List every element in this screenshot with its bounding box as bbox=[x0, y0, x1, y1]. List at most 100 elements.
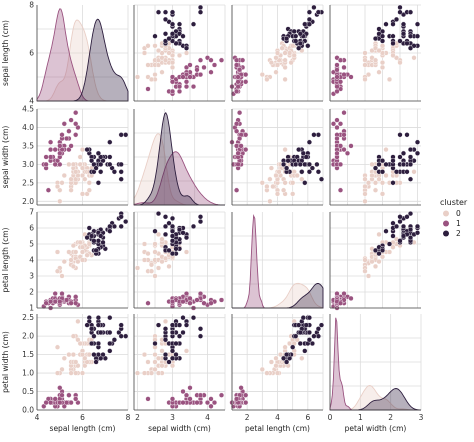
scatter-point-cluster-0 bbox=[152, 352, 158, 358]
scatter-point-cluster-2 bbox=[306, 329, 313, 336]
scatter-point-cluster-1 bbox=[334, 83, 340, 90]
scatter-point-cluster-2 bbox=[118, 223, 124, 230]
y-tick-label: 4.0 bbox=[22, 123, 34, 132]
scatter-point-cluster-2 bbox=[315, 9, 322, 15]
scatter-point-cluster-2 bbox=[152, 340, 158, 347]
scatter-point-cluster-2 bbox=[372, 247, 379, 254]
scatter-point-cluster-2 bbox=[95, 322, 102, 328]
scatter-point-cluster-1 bbox=[348, 295, 354, 302]
scatter-point-cluster-2 bbox=[296, 322, 302, 328]
legend-label: 1 bbox=[456, 219, 461, 228]
scatter-point-cluster-2 bbox=[169, 31, 176, 37]
scatter-point-cluster-1 bbox=[54, 158, 61, 164]
scatter-point-cluster-1 bbox=[234, 121, 240, 127]
scatter-point-cluster-1 bbox=[47, 154, 54, 160]
scatter-point-cluster-2 bbox=[100, 158, 106, 164]
scatter-point-cluster-1 bbox=[234, 187, 240, 193]
scatter-point-cluster-0 bbox=[66, 352, 72, 358]
scatter-point-cluster-0 bbox=[288, 59, 294, 66]
scatter-point-cluster-0 bbox=[155, 231, 162, 238]
scatter-point-cluster-1 bbox=[341, 110, 347, 116]
scatter-point-cluster-0 bbox=[273, 69, 279, 75]
scatter-point-cluster-1 bbox=[234, 57, 240, 63]
scatter-point-cluster-0 bbox=[282, 64, 288, 71]
scatter-point-cluster-2 bbox=[118, 214, 124, 220]
scatter-point-cluster-1 bbox=[52, 396, 58, 402]
scatter-point-cluster-2 bbox=[414, 150, 421, 156]
scatter-point-cluster-2 bbox=[169, 355, 176, 361]
scatter-point-cluster-1 bbox=[61, 121, 67, 127]
scatter-point-cluster-1 bbox=[43, 400, 49, 406]
scatter-point-cluster-2 bbox=[407, 176, 414, 182]
scatter-point-cluster-1 bbox=[235, 161, 241, 168]
x-tick-label: 0 bbox=[328, 413, 333, 422]
scatter-point-cluster-1 bbox=[208, 396, 214, 402]
scatter-point-cluster-1 bbox=[197, 57, 204, 63]
scatter-point-cluster-0 bbox=[379, 180, 386, 186]
scatter-point-cluster-2 bbox=[400, 31, 407, 37]
scatter-point-cluster-0 bbox=[264, 183, 270, 190]
scatter-point-cluster-2 bbox=[88, 326, 95, 332]
scatter-point-cluster-1 bbox=[47, 400, 54, 406]
scatter-point-cluster-2 bbox=[173, 352, 179, 358]
y-tick-label: 6 bbox=[29, 224, 34, 233]
scatter-point-cluster-2 bbox=[197, 4, 204, 11]
scatter-point-cluster-0 bbox=[141, 352, 148, 358]
scatter-point-cluster-0 bbox=[362, 76, 368, 83]
scatter-point-cluster-2 bbox=[407, 33, 414, 39]
panel-sepal-length-vs-petal-width bbox=[329, 4, 421, 102]
scatter-point-cluster-1 bbox=[243, 71, 249, 78]
scatter-point-cluster-2 bbox=[111, 169, 118, 175]
y-tick-label: 2.5 bbox=[22, 313, 34, 322]
scatter-point-cluster-0 bbox=[54, 344, 61, 350]
scatter-point-cluster-1 bbox=[47, 299, 54, 305]
y-tick-label: 4.5 bbox=[22, 105, 34, 114]
legend-marker-cluster-1 bbox=[443, 220, 449, 227]
scatter-point-cluster-0 bbox=[79, 191, 86, 197]
scatter-point-cluster-2 bbox=[98, 355, 104, 361]
scatter-point-cluster-2 bbox=[306, 337, 313, 343]
scatter-point-cluster-1 bbox=[59, 392, 65, 398]
scatter-point-cluster-1 bbox=[337, 143, 344, 149]
scatter-point-cluster-0 bbox=[152, 71, 158, 78]
y-axis-label: petal width (cm) bbox=[1, 331, 10, 393]
scatter-point-cluster-2 bbox=[169, 329, 176, 336]
scatter-point-cluster-2 bbox=[407, 45, 414, 51]
scatter-point-cluster-0 bbox=[159, 236, 165, 242]
scatter-point-cluster-2 bbox=[169, 348, 176, 354]
scatter-point-cluster-0 bbox=[73, 370, 79, 376]
scatter-point-cluster-0 bbox=[75, 259, 81, 265]
scatter-point-cluster-0 bbox=[362, 183, 368, 190]
scatter-point-cluster-1 bbox=[237, 67, 243, 73]
scatter-point-cluster-2 bbox=[95, 238, 102, 244]
y-axis-label: sepal width (cm) bbox=[1, 126, 10, 189]
scatter-point-cluster-2 bbox=[91, 352, 97, 358]
scatter-point-cluster-2 bbox=[197, 219, 204, 225]
scatter-point-cluster-2 bbox=[290, 344, 296, 350]
y-tick-label: 3.5 bbox=[22, 141, 34, 150]
scatter-point-cluster-1 bbox=[344, 150, 351, 156]
scatter-point-cluster-2 bbox=[407, 9, 414, 15]
scatter-point-cluster-1 bbox=[235, 79, 241, 85]
x-tick-label: 8 bbox=[126, 413, 131, 422]
scatter-point-cluster-1 bbox=[68, 117, 74, 123]
scatter-point-cluster-1 bbox=[41, 403, 47, 409]
scatter-point-cluster-0 bbox=[379, 43, 386, 49]
scatter-point-cluster-0 bbox=[86, 187, 92, 193]
scatter-point-cluster-2 bbox=[293, 38, 299, 44]
panel-petal-length-vs-sepal-width bbox=[133, 211, 226, 311]
scatter-point-cluster-0 bbox=[148, 370, 155, 376]
panel-petal-length-vs-petal-width bbox=[329, 211, 421, 311]
scatter-point-cluster-0 bbox=[68, 370, 74, 376]
scatter-point-cluster-2 bbox=[123, 333, 129, 339]
scatter-point-cluster-0 bbox=[365, 273, 372, 279]
scatter-point-cluster-0 bbox=[169, 363, 176, 369]
scatter-point-cluster-0 bbox=[369, 259, 375, 265]
scatter-point-cluster-0 bbox=[141, 257, 148, 263]
scatter-point-cluster-1 bbox=[169, 299, 176, 305]
density-curve-cluster-1 bbox=[133, 151, 225, 206]
scatter-point-cluster-2 bbox=[414, 139, 421, 145]
scatter-point-cluster-2 bbox=[118, 322, 124, 328]
scatter-point-cluster-2 bbox=[315, 333, 322, 339]
